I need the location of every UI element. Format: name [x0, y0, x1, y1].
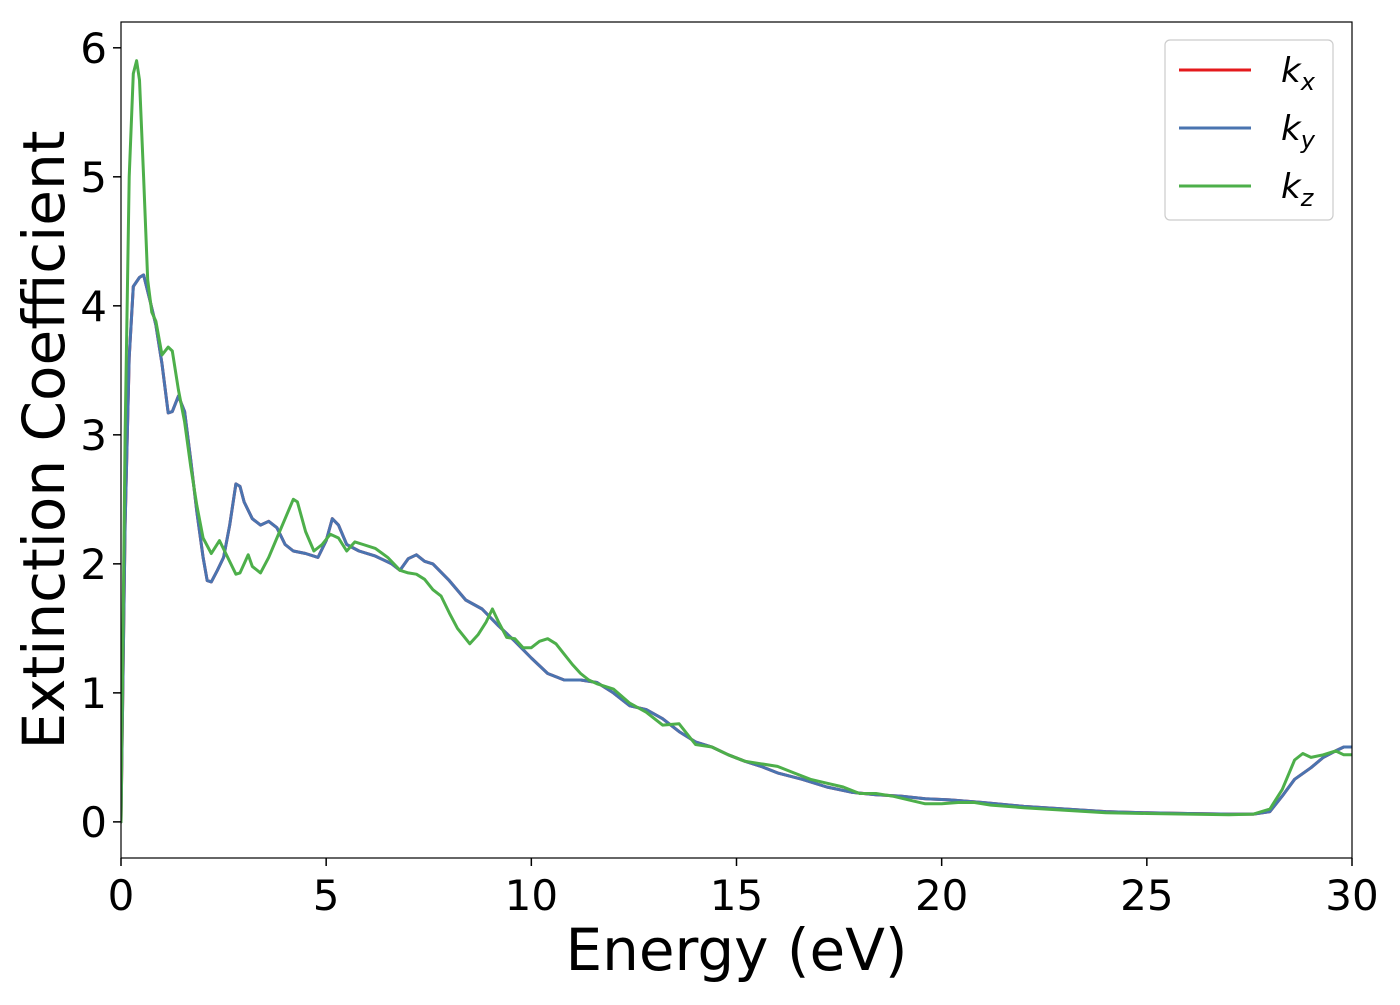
x-tick-label: 10 [505, 871, 558, 920]
legend: kx ky kz [1164, 39, 1334, 221]
y-tick-label: 6 [80, 24, 107, 73]
y-tick-label: 1 [80, 669, 107, 718]
legend-label-kx: kx [1281, 51, 1316, 96]
legend-label-kz: kz [1281, 167, 1315, 212]
legend-box [1164, 39, 1334, 221]
x-tick-label: 15 [710, 871, 763, 920]
x-tick-label: 0 [108, 871, 135, 920]
y-axis: 0 1 2 3 4 5 6 [80, 24, 121, 847]
series-line-kz [121, 59, 1352, 824]
y-tick-label: 2 [80, 540, 107, 589]
x-tick-label: 25 [1120, 871, 1173, 920]
x-tick-label: 30 [1325, 871, 1378, 920]
x-axis-title: Energy (eV) [565, 916, 907, 984]
series-layer [121, 59, 1352, 824]
y-tick-label: 0 [80, 798, 107, 847]
y-axis-title: Extinction Coefficient [10, 131, 78, 750]
y-tick-label: 4 [80, 282, 107, 331]
series-line-ky [121, 273, 1352, 824]
x-tick-label: 20 [915, 871, 968, 920]
x-tick-label: 5 [313, 871, 340, 920]
y-tick-label: 5 [80, 153, 107, 202]
series-line-kx [121, 273, 1352, 824]
y-tick-label: 3 [80, 411, 107, 460]
legend-label-ky: ky [1281, 109, 1316, 154]
x-axis: 0 5 10 15 20 25 30 [108, 858, 1379, 920]
